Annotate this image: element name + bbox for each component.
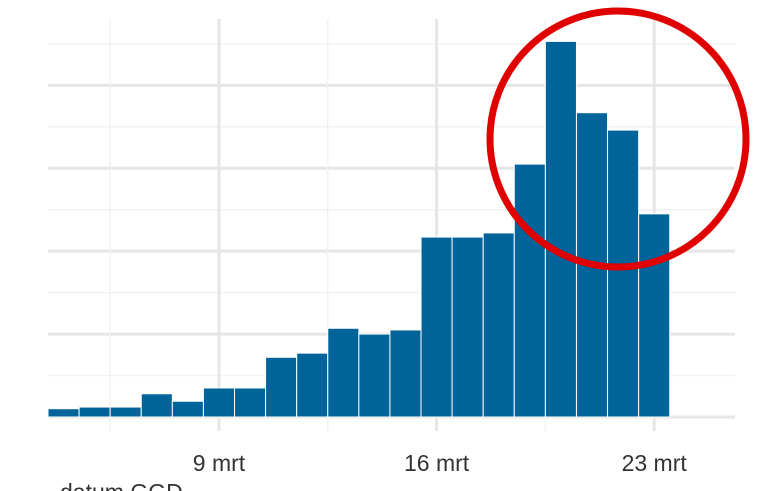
bar xyxy=(140,393,173,418)
bar xyxy=(513,163,546,418)
bar xyxy=(265,356,298,418)
bar xyxy=(296,352,329,418)
x-tick-label: 9 mrt xyxy=(193,450,246,476)
bar xyxy=(171,400,204,418)
bar xyxy=(47,408,80,418)
bar xyxy=(420,236,453,418)
x-axis-label: datum GGD xyxy=(60,479,183,491)
x-tick-label: 16 mrt xyxy=(404,450,470,476)
highlight-circle xyxy=(486,7,750,271)
bar xyxy=(389,329,422,418)
bar xyxy=(607,129,640,418)
bar xyxy=(109,406,142,418)
bar xyxy=(638,213,671,418)
bar xyxy=(358,333,391,418)
bar xyxy=(234,387,267,418)
x-tick-label: 23 mrt xyxy=(622,450,688,476)
bar xyxy=(451,236,484,418)
bar xyxy=(482,232,515,418)
bar xyxy=(202,387,236,418)
bar xyxy=(544,40,577,418)
bar xyxy=(78,406,111,418)
bar xyxy=(327,327,360,418)
plot: 9 mrt 16 mrt 23 mrt xyxy=(47,7,750,476)
